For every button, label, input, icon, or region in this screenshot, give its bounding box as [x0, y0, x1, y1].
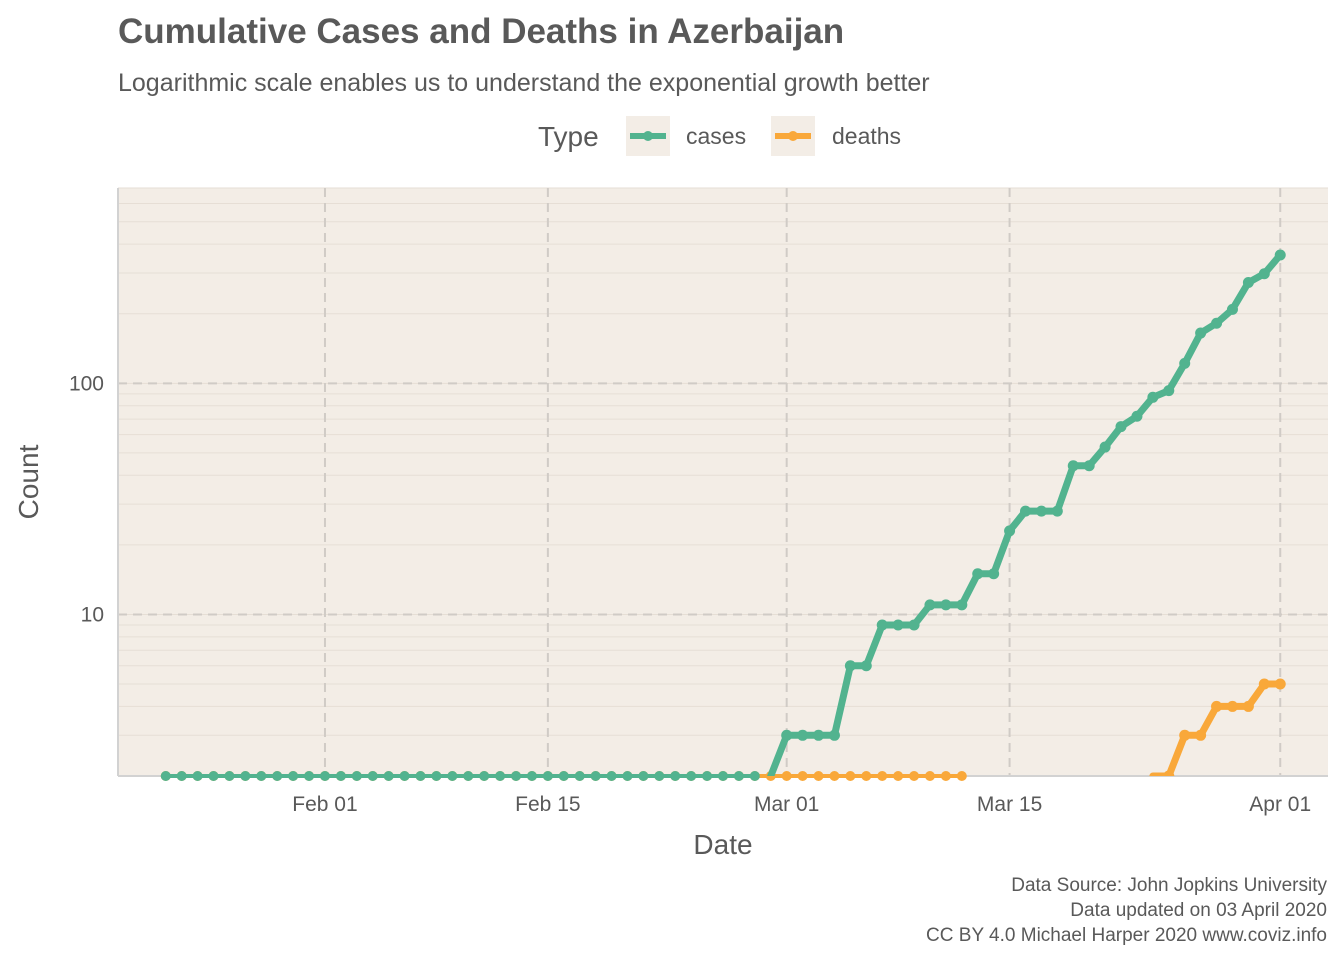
data-point-cases	[844, 660, 856, 672]
caption-updated: Data updated on 03 April 2020	[1070, 900, 1327, 921]
data-point-deaths	[1179, 729, 1191, 741]
data-point-deaths	[1274, 678, 1286, 690]
data-point-cases	[1051, 505, 1063, 517]
data-point-deaths	[1163, 770, 1175, 776]
data-point-cases	[828, 729, 840, 741]
data-point-cases	[813, 729, 825, 741]
data-point-deaths	[1226, 700, 1238, 712]
series-deaths	[1149, 678, 1286, 776]
legend-title: Type	[538, 121, 599, 152]
data-point-cases	[908, 619, 920, 631]
series-cases	[767, 249, 1286, 776]
data-point-cases	[1226, 303, 1238, 315]
x-tick-label: Apr 01	[1249, 793, 1311, 816]
data-point-cases	[1099, 441, 1111, 453]
data-point-cases	[876, 619, 888, 631]
y-tick-labels: 10 100	[69, 372, 104, 626]
data-point-deaths	[1258, 678, 1270, 690]
caption-source: Data Source: John Jopkins University	[1011, 875, 1327, 896]
y-tick-label: 10	[81, 603, 104, 626]
x-tick-label: Feb 01	[292, 793, 357, 816]
data-point-cases	[1020, 505, 1031, 517]
data-point-cases	[924, 599, 936, 611]
data-point-deaths	[1242, 700, 1254, 712]
data-point-cases	[1147, 391, 1159, 403]
data-point-cases	[860, 660, 872, 672]
data-point-cases	[1211, 317, 1223, 329]
data-point-deaths	[1195, 729, 1207, 741]
data-point-deaths	[1211, 700, 1223, 712]
data-point-cases	[797, 729, 809, 741]
data-point-cases	[956, 599, 968, 611]
y-tick-label: 100	[69, 372, 104, 395]
data-point-cases	[781, 729, 793, 741]
data-point-cases	[1083, 460, 1095, 472]
plot-panel	[118, 188, 1328, 776]
data-point-cases	[1274, 249, 1286, 261]
data-point-cases	[1115, 421, 1127, 433]
x-tick-labels: Feb 01 Feb 15 Mar 01 Mar 15 Apr 01	[292, 793, 1311, 816]
data-point-cases	[1035, 505, 1047, 517]
data-point-cases	[1004, 525, 1016, 537]
data-point-cases	[1195, 327, 1207, 339]
chart-subtitle: Logarithmic scale enables us to understa…	[118, 69, 930, 97]
data-point-cases	[892, 619, 904, 631]
grid-major	[118, 188, 1328, 776]
data-point-cases	[1258, 268, 1270, 280]
x-tick-label: Feb 15	[515, 793, 580, 816]
caption-license: CC BY 4.0 Michael Harper 2020 www.coviz.…	[926, 925, 1327, 946]
legend-key-deaths-point	[788, 131, 798, 141]
legend-label-deaths: deaths	[832, 123, 901, 149]
x-tick-label: Mar 01	[754, 793, 819, 816]
legend-label-cases: cases	[686, 123, 746, 149]
y-axis-title: Count	[13, 444, 44, 519]
legend: Type cases deaths	[538, 116, 901, 156]
series-layer	[160, 249, 1286, 781]
data-point-cases	[988, 568, 1000, 580]
data-point-cases	[1179, 357, 1191, 369]
x-axis-title: Date	[693, 829, 752, 860]
data-point-cases	[940, 599, 952, 611]
chart-title: Cumulative Cases and Deaths in Azerbaija…	[118, 12, 844, 51]
data-point-cases	[1163, 385, 1175, 397]
data-point-cases	[972, 568, 984, 580]
x-tick-label: Mar 15	[977, 793, 1042, 816]
legend-key-cases-point	[643, 131, 653, 141]
data-point-cases	[1067, 460, 1079, 472]
data-point-cases	[1242, 277, 1254, 289]
data-point-cases	[1131, 410, 1143, 422]
